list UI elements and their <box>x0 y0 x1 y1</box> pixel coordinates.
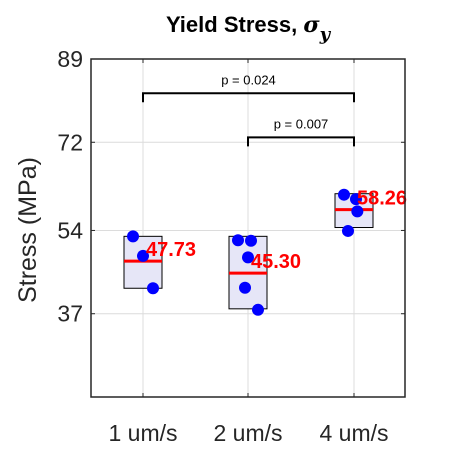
data-point <box>338 188 350 201</box>
data-point <box>350 193 362 206</box>
data-point <box>147 282 159 295</box>
p-value-label: p = 0.007 <box>274 116 329 131</box>
significance-bracket <box>142 92 355 103</box>
y-tick-label: 54 <box>57 217 83 243</box>
data-point <box>239 281 251 294</box>
y-tick-label: 37 <box>57 301 83 327</box>
chart-title: Yield Stress, σy <box>166 12 332 45</box>
chart-title-text: Yield Stress, <box>166 12 303 37</box>
data-point <box>342 224 354 237</box>
x-tick-label: 2 um/s <box>213 420 282 446</box>
mean-label: 47.73 <box>146 239 196 261</box>
data-point <box>245 234 257 247</box>
y-axis-ticks: 37 54 72 89 <box>57 46 405 327</box>
data-point <box>127 230 139 243</box>
box-group: 47.73 45.30 58.26 <box>123 188 407 316</box>
significance-brackets: p = 0.024 p = 0.007 <box>142 72 355 147</box>
data-point <box>242 251 254 264</box>
data-point <box>232 234 244 247</box>
y-tick-label: 89 <box>57 46 83 72</box>
data-point <box>351 205 364 218</box>
x-tick-label: 4 um/s <box>319 420 388 446</box>
data-point <box>252 303 264 316</box>
x-tick-label: 1 um/s <box>108 420 177 446</box>
x-axis-ticks: 1 um/s 2 um/s 4 um/s <box>108 59 389 446</box>
chart-title-symbol: σ <box>303 12 320 38</box>
significance-bracket <box>247 136 355 147</box>
mean-label: 45.30 <box>251 251 301 273</box>
data-point <box>137 249 149 262</box>
y-axis-label: Stress (MPa) <box>14 157 42 303</box>
p-value-label: p = 0.024 <box>221 72 276 87</box>
mean-label: 58.26 <box>357 188 407 210</box>
y-tick-label: 72 <box>57 129 83 155</box>
chart-title-subscript: y <box>319 24 332 45</box>
